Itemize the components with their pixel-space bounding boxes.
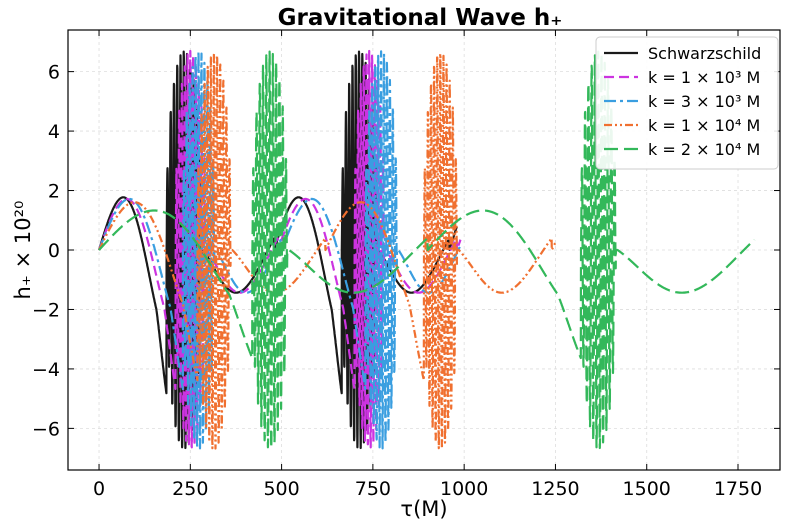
x-tick-label: 1000 (440, 478, 488, 500)
chart-title: Gravitational Wave h₊ (278, 5, 563, 31)
y-tick-label: −2 (32, 299, 60, 321)
y-tick-label: 0 (48, 240, 60, 262)
y-tick-label: −4 (32, 359, 60, 381)
legend: Schwarzschild k = 1 × 10³ M k = 3 × 10³ M k… (595, 36, 779, 170)
x-tick-label: 500 (263, 478, 299, 500)
x-tick-label: 750 (355, 478, 391, 500)
x-tick-label: 250 (172, 478, 208, 500)
y-axis-label: h₊ × 10²⁰ (11, 201, 35, 300)
y-tick-label: 4 (48, 121, 60, 143)
series-line-4 (98, 50, 756, 450)
axis-ticks: 0 250 500 750 1000 1250 1500 1750 −6 −4 −2 0 2 4 6 (32, 30, 780, 500)
x-tick-label: 1500 (623, 478, 671, 500)
x-tick-label: 0 (93, 478, 105, 500)
y-tick-label: −6 (32, 418, 60, 440)
legend-box (595, 36, 779, 170)
x-axis-label: τ(M) (400, 497, 447, 521)
legend-label-3: k = 1 × 10⁴ M (648, 116, 760, 135)
legend-label-1: k = 1 × 10³ M (648, 68, 760, 87)
legend-label-4: k = 2 × 10⁴ M (648, 140, 760, 159)
y-tick-label: 6 (48, 62, 60, 84)
legend-label-2: k = 3 × 10³ M (648, 92, 760, 111)
x-tick-label: 1250 (531, 478, 579, 500)
x-tick-label: 1750 (714, 478, 762, 500)
series-line-2 (97, 50, 462, 450)
series-layer (97, 49, 756, 450)
series-line-3 (98, 52, 557, 450)
legend-label-0: Schwarzschild (648, 44, 761, 63)
y-tick-label: 2 (48, 181, 60, 203)
